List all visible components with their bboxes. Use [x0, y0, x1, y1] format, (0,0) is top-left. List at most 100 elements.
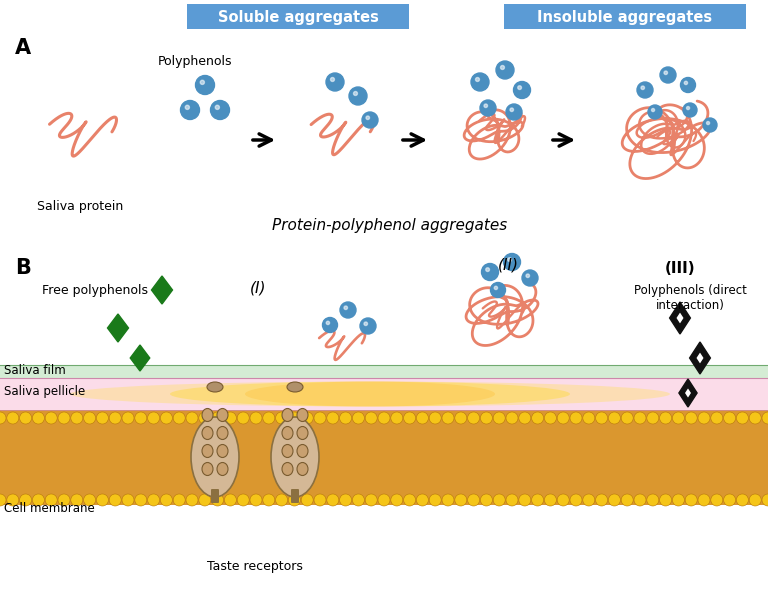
Circle shape: [583, 494, 594, 506]
Circle shape: [263, 412, 275, 424]
Circle shape: [326, 321, 329, 324]
Circle shape: [364, 322, 368, 326]
FancyBboxPatch shape: [291, 489, 299, 503]
Circle shape: [185, 105, 190, 110]
FancyBboxPatch shape: [211, 489, 219, 503]
Circle shape: [0, 412, 6, 424]
Bar: [0, 365, 768, 378]
Text: Saliva protein: Saliva protein: [37, 200, 123, 213]
Circle shape: [339, 494, 352, 506]
Circle shape: [84, 494, 95, 506]
Circle shape: [199, 412, 210, 424]
Circle shape: [416, 412, 429, 424]
Ellipse shape: [297, 444, 308, 457]
Circle shape: [493, 494, 505, 506]
Circle shape: [506, 104, 522, 120]
Circle shape: [558, 494, 569, 506]
Text: Polyphenols: Polyphenols: [157, 55, 232, 68]
Circle shape: [723, 494, 736, 506]
Circle shape: [723, 412, 736, 424]
Circle shape: [621, 494, 633, 506]
Circle shape: [326, 73, 344, 91]
Circle shape: [608, 412, 621, 424]
Circle shape: [711, 412, 723, 424]
Circle shape: [210, 101, 230, 120]
Circle shape: [496, 61, 514, 79]
Circle shape: [471, 73, 489, 91]
Circle shape: [378, 494, 390, 506]
Ellipse shape: [282, 427, 293, 440]
Circle shape: [404, 412, 415, 424]
Circle shape: [391, 494, 402, 506]
Circle shape: [174, 412, 185, 424]
Circle shape: [20, 412, 31, 424]
Circle shape: [442, 494, 454, 506]
Ellipse shape: [297, 427, 308, 440]
Circle shape: [651, 109, 654, 112]
Circle shape: [212, 412, 223, 424]
Circle shape: [84, 412, 95, 424]
Ellipse shape: [245, 381, 495, 406]
Circle shape: [366, 116, 369, 120]
Circle shape: [493, 412, 505, 424]
Circle shape: [518, 86, 521, 89]
Circle shape: [531, 494, 544, 506]
Bar: [0, 410, 768, 505]
Circle shape: [122, 412, 134, 424]
Circle shape: [32, 494, 45, 506]
Circle shape: [344, 306, 347, 310]
Circle shape: [522, 270, 538, 286]
Circle shape: [491, 283, 505, 297]
Circle shape: [314, 412, 326, 424]
Circle shape: [475, 77, 479, 82]
Circle shape: [698, 412, 710, 424]
Ellipse shape: [202, 427, 213, 440]
Circle shape: [685, 494, 697, 506]
Circle shape: [109, 494, 121, 506]
Polygon shape: [108, 314, 128, 342]
Polygon shape: [696, 351, 704, 365]
Circle shape: [147, 494, 160, 506]
Circle shape: [680, 77, 696, 93]
FancyBboxPatch shape: [504, 4, 746, 29]
Circle shape: [698, 494, 710, 506]
Circle shape: [174, 494, 185, 506]
Text: Free polyphenols: Free polyphenols: [42, 283, 148, 297]
Circle shape: [687, 107, 690, 110]
Ellipse shape: [217, 408, 228, 422]
Circle shape: [200, 80, 204, 85]
Circle shape: [641, 86, 644, 89]
Circle shape: [32, 412, 45, 424]
Circle shape: [570, 412, 582, 424]
Circle shape: [648, 105, 662, 119]
Circle shape: [58, 412, 70, 424]
Text: Protein-polyphenol aggregates: Protein-polyphenol aggregates: [273, 218, 508, 233]
Text: Cell membrane: Cell membrane: [4, 502, 94, 515]
Ellipse shape: [282, 408, 293, 422]
Circle shape: [353, 91, 357, 96]
Circle shape: [531, 412, 544, 424]
Polygon shape: [151, 276, 173, 304]
Circle shape: [570, 494, 582, 506]
Text: (I): (I): [250, 281, 266, 295]
Text: Saliva pellicle: Saliva pellicle: [4, 384, 85, 397]
Circle shape: [429, 412, 441, 424]
Circle shape: [519, 412, 531, 424]
Circle shape: [250, 494, 262, 506]
Text: Polyphenols (direct
interaction): Polyphenols (direct interaction): [634, 284, 746, 312]
Circle shape: [215, 105, 220, 110]
Circle shape: [484, 104, 488, 107]
Polygon shape: [690, 342, 710, 374]
Circle shape: [545, 494, 556, 506]
Circle shape: [750, 412, 761, 424]
Circle shape: [455, 412, 467, 424]
Circle shape: [289, 412, 300, 424]
Circle shape: [703, 118, 717, 132]
Circle shape: [327, 494, 339, 506]
Circle shape: [45, 412, 57, 424]
Text: (II): (II): [498, 257, 518, 273]
Circle shape: [545, 412, 556, 424]
Circle shape: [135, 412, 147, 424]
Circle shape: [737, 494, 748, 506]
Text: Taste receptors: Taste receptors: [207, 560, 303, 573]
